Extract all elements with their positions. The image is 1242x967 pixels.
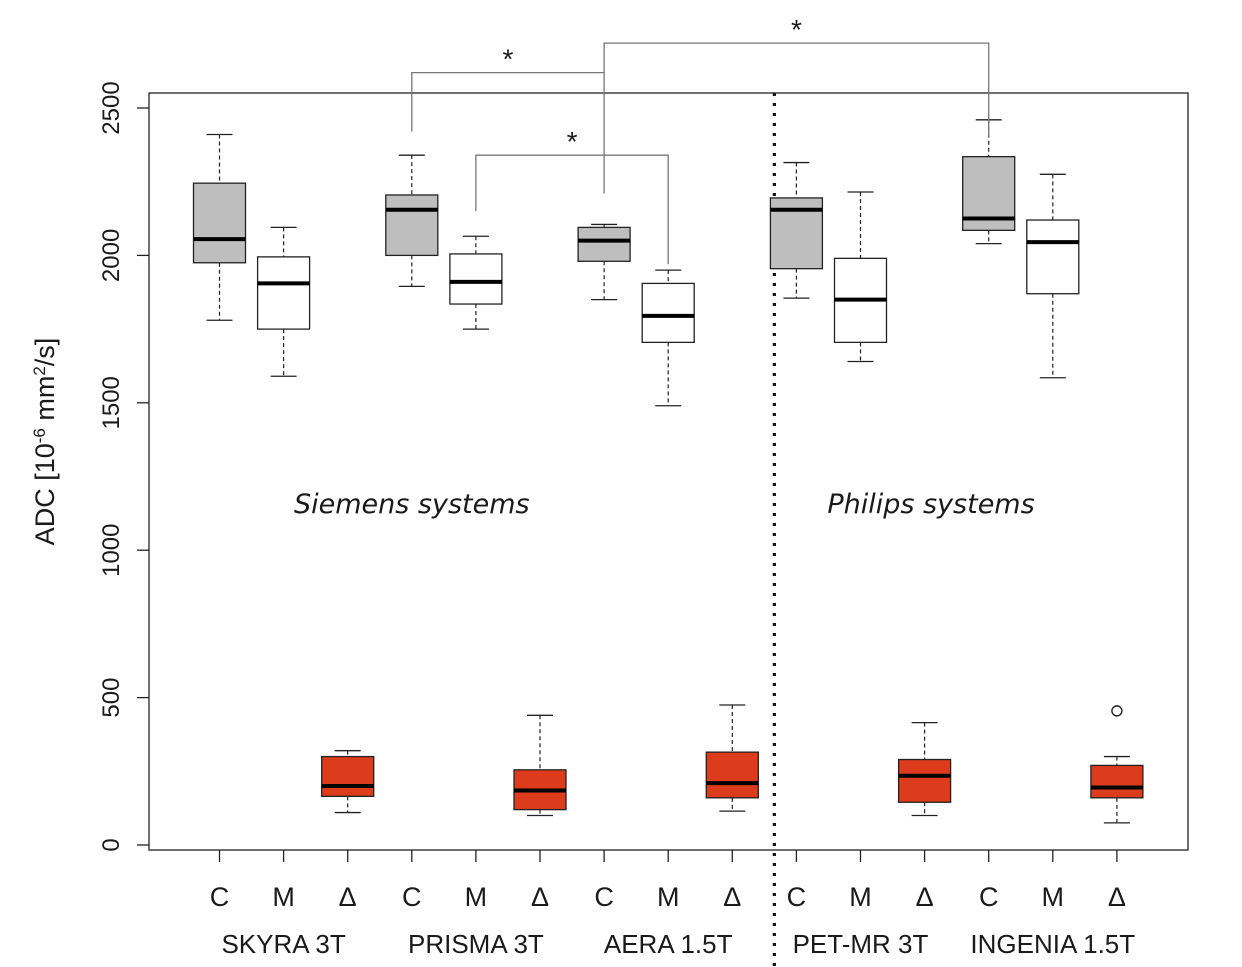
x-tick-label-7: C: [594, 882, 614, 912]
sig-line-0: [411, 71, 605, 194]
box-6: [513, 714, 567, 817]
y-axis-label: ADC [10-6 mm2/s]: [30, 338, 61, 546]
y-tick-label-4: 2000: [98, 229, 125, 282]
box-11: [833, 191, 888, 363]
x-tick-label-5: M: [465, 882, 488, 912]
x-tick-label-15: Δ: [1108, 882, 1126, 912]
box-body-3: [321, 755, 375, 798]
sig-star-0: *: [502, 44, 513, 75]
box-9: [705, 704, 759, 812]
box-body-9: [705, 751, 759, 799]
box-body-7: [577, 226, 631, 262]
box-7: [577, 223, 631, 301]
box-2: [256, 226, 311, 377]
x-tick-label-10: C: [787, 882, 807, 912]
y-tick-label-1: 500: [98, 678, 125, 718]
box-body-15: [1090, 764, 1144, 799]
sig-line-1: [475, 154, 669, 265]
box-body-2: [256, 256, 311, 330]
box-10: [769, 161, 824, 299]
x-tick-label-4: C: [402, 882, 422, 912]
x-tick-label-3: Δ: [339, 882, 357, 912]
y-tick-label-2: 1000: [98, 524, 125, 577]
box-body-12: [897, 758, 952, 803]
group-label-1: PRISMA 3T: [408, 929, 544, 959]
box-body-5: [449, 253, 503, 305]
box-13: [962, 119, 1016, 245]
y-tick-label-5: 2500: [98, 81, 125, 134]
sig-star-1: *: [567, 126, 578, 157]
x-tick-label-12: Δ: [916, 882, 934, 912]
group-label-4: INGENIA 1.5T: [970, 929, 1135, 959]
box-3: [321, 750, 375, 814]
vendor-label-0: Siemens systems: [294, 489, 530, 520]
x-tick-label-2: M: [272, 882, 295, 912]
box-15: [1090, 705, 1144, 824]
box-8: [641, 269, 695, 407]
sig-star-2: *: [791, 14, 802, 45]
box-5: [449, 235, 503, 330]
x-tick-label-6: Δ: [531, 882, 549, 912]
group-label-2: AERA 1.5T: [604, 929, 733, 959]
x-tick-label-1: C: [210, 882, 230, 912]
y-tick-label-0: 0: [98, 838, 125, 851]
box-body-4: [385, 194, 439, 257]
x-tick-label-11: M: [849, 882, 872, 912]
sig-bracket-1: *: [475, 126, 669, 265]
outlier-15-0: [1111, 705, 1123, 717]
box-body-1: [192, 182, 247, 264]
box-12: [897, 722, 952, 817]
x-tick-label-14: M: [1042, 882, 1065, 912]
group-label-0: SKYRA 3T: [221, 929, 345, 959]
x-tick-label-13: C: [979, 882, 999, 912]
x-tick-label-8: M: [657, 882, 680, 912]
sig-bracket-0: *: [411, 44, 605, 194]
box-14: [1026, 173, 1080, 379]
box-body-14: [1026, 219, 1080, 295]
sig-line-2: [603, 42, 990, 138]
y-tick-label-3: 1500: [98, 376, 125, 429]
sig-bracket-2: *: [603, 14, 990, 138]
vendor-label-1: Philips systems: [827, 489, 1034, 520]
box-4: [385, 154, 439, 288]
box-body-8: [641, 282, 695, 344]
box-1: [192, 133, 247, 321]
x-tick-label-9: Δ: [723, 882, 741, 912]
group-label-3: PET-MR 3T: [793, 929, 929, 959]
